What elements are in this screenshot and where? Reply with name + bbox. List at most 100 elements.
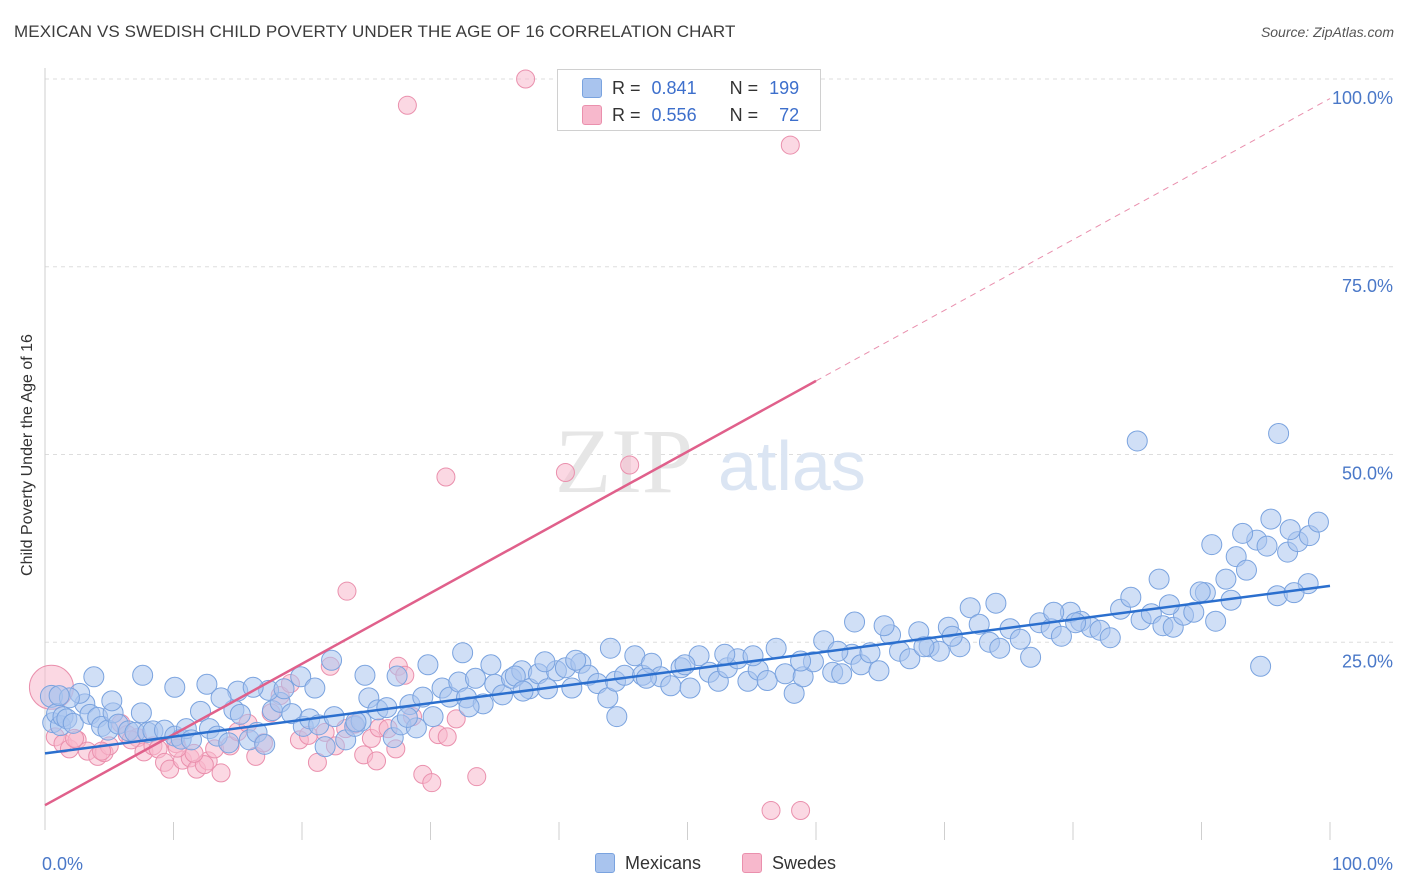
mexicans-point [396, 706, 418, 728]
mexicans-point [229, 703, 251, 725]
mexicans-point [1279, 519, 1301, 541]
mexicans-point [1250, 655, 1272, 677]
chart-title: MEXICAN VS SWEDISH CHILD POVERTY UNDER T… [14, 22, 736, 41]
mexicans-point [844, 611, 866, 633]
y-tick-label-2: 75.0% [1342, 276, 1393, 296]
stats-row-mexicans: R = 0.841 N = 199 [582, 77, 799, 99]
swedes-point [437, 727, 457, 747]
mexicans-points [39, 422, 1329, 758]
n-value: 199 [769, 77, 800, 98]
legend-label-swedes: Swedes [772, 852, 837, 873]
mexicans-point [386, 665, 408, 687]
mexicans-point [83, 666, 105, 688]
mexicans-point [480, 654, 502, 676]
mexicans-point [48, 685, 70, 707]
swedes-point [620, 455, 640, 475]
x-tick-label-1: 100.0% [1332, 854, 1393, 874]
mexicans-point [101, 690, 123, 712]
mexicans-point [635, 667, 657, 689]
mexicans-point [354, 664, 376, 686]
swedes-legend-swatch [742, 853, 762, 874]
y-tick-label-3: 100.0% [1332, 88, 1393, 108]
mexicans-point [1235, 559, 1257, 581]
x-tick-label-0: 0.0% [42, 854, 83, 874]
mexicans-point [783, 682, 805, 704]
mexicans-point [534, 651, 556, 673]
mexicans-point [417, 654, 439, 676]
mexicans-point [458, 696, 480, 718]
n-label: N = [729, 104, 759, 125]
watermark: ZIP atlas [555, 410, 866, 512]
mexicans-point [273, 678, 295, 700]
mexicans-point [196, 673, 218, 695]
legend-item-mexicans[interactable]: Mexicans [595, 852, 701, 874]
mexicans-point [561, 677, 583, 699]
swedes-point [761, 800, 781, 820]
mexicans-point [606, 706, 628, 728]
mexicans-point [873, 615, 895, 637]
mexicans-trend-line [44, 584, 1331, 755]
mexicans-point [321, 649, 343, 671]
tick-labels: 25.0% 50.0% 75.0% 100.0% 0.0% 100.0% [42, 88, 1393, 874]
swedes-point [422, 773, 442, 793]
y-tick-label-0: 25.0% [1342, 651, 1393, 671]
mexicans-point [868, 660, 890, 682]
swedes-point [211, 763, 231, 783]
mexicans-point [1183, 601, 1205, 623]
swedes-point [337, 581, 357, 601]
mexicans-point [130, 702, 152, 724]
mexicans-point [1065, 612, 1087, 634]
mexicans-point [756, 670, 778, 692]
stats-legend: R = 0.841 N = 199 R = 0.556 N = 72 [557, 69, 821, 131]
mexicans-point [714, 643, 736, 665]
mexicans-point [1307, 511, 1329, 533]
r-label: R = [612, 77, 641, 98]
swedes-point [436, 467, 456, 487]
mexicans-point [1189, 581, 1211, 603]
gridlines [45, 78, 1395, 643]
mexicans-point [422, 706, 444, 728]
mexicans-point [304, 677, 326, 699]
r-value: 0.556 [651, 104, 697, 125]
mexicans-point [1260, 508, 1282, 530]
mexicans-point [831, 663, 853, 685]
r-label: R = [612, 104, 641, 125]
mexicans-point [1043, 601, 1065, 623]
mexicans-point [164, 676, 186, 698]
mexicans-point [290, 666, 312, 688]
mexicans-point [913, 636, 935, 658]
trend-lines [44, 98, 1331, 807]
mexicans-point [565, 649, 587, 671]
legend-item-swedes[interactable]: Swedes [742, 852, 836, 874]
mexicans-point [660, 675, 682, 697]
swedes-swatch [582, 105, 602, 126]
mexicans-point [679, 677, 701, 699]
swedes-point [780, 135, 800, 155]
mexicans-point [614, 664, 636, 686]
mexicans-point [1050, 625, 1072, 647]
mexicans-point [985, 592, 1007, 614]
mexicans-point [599, 637, 621, 659]
swedes-trend-extension [815, 98, 1331, 382]
mexicans-point [1232, 522, 1254, 544]
r-value: 0.841 [651, 77, 697, 98]
mexicans-point [1099, 627, 1121, 649]
mexicans-point [132, 664, 154, 686]
watermark-atlas: atlas [718, 427, 866, 505]
swedes-point [446, 709, 466, 729]
swedes-trend-line [44, 379, 817, 807]
mexicans-point [62, 712, 84, 734]
mexicans-point [1148, 568, 1170, 590]
y-tick-label-1: 50.0% [1342, 464, 1393, 484]
mexicans-point [1256, 535, 1278, 557]
mexicans-point [412, 686, 434, 708]
swedes-point [516, 69, 536, 89]
mexicans-point [464, 667, 486, 689]
stats-row-swedes: R = 0.556 N = 72 [582, 104, 799, 126]
swedes-point [791, 800, 811, 820]
mexicans-point [1126, 430, 1148, 452]
mexicans-point [1268, 422, 1290, 444]
mexicans-point [314, 736, 336, 758]
mexicans-point [1215, 568, 1237, 590]
